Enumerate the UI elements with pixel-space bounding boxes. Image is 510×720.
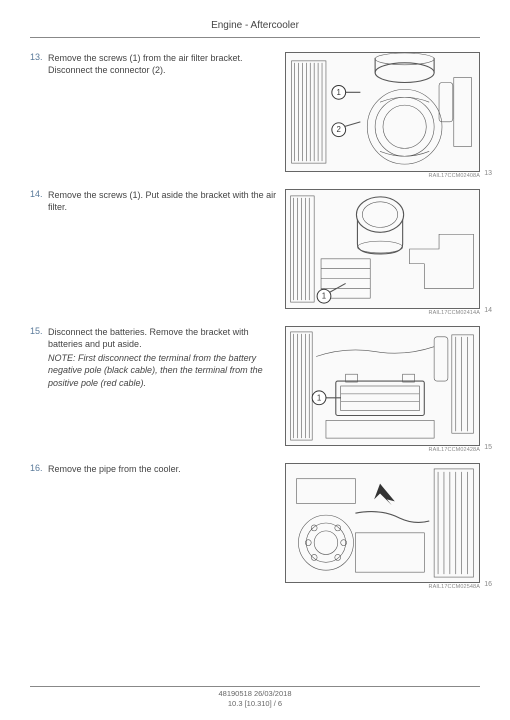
svg-text:1: 1: [317, 393, 321, 402]
step-text: Disconnect the batteries. Remove the bra…: [48, 326, 277, 350]
step-number: 14.: [30, 189, 48, 199]
figure-illustration: 1: [285, 326, 480, 446]
header-title: Engine - Aftercooler: [211, 20, 299, 31]
figure-illustration: 1 2: [285, 52, 480, 172]
step-figure: 1 2 RAIL17CCM02408A 13: [285, 52, 480, 179]
page-header: Engine - Aftercooler: [30, 20, 480, 38]
figure-illustration: 1: [285, 189, 480, 309]
step-text: Remove the pipe from the cooler.: [48, 463, 277, 475]
step-number: 13.: [30, 52, 48, 62]
figure-illustration: [285, 463, 480, 583]
footer-pagenum: 10.3 [10.310] / 6: [30, 699, 480, 708]
step-note: NOTE: First disconnect the terminal from…: [48, 352, 277, 388]
page-footer: 48190518 26/03/2018 10.3 [10.310] / 6: [30, 686, 480, 708]
step-figure: RAIL17CCM02548A 16: [285, 463, 480, 590]
figure-caption: RAIL17CCM02548A: [285, 584, 480, 590]
figure-caption: RAIL17CCM02428A: [285, 447, 480, 453]
step-13: 13. Remove the screws (1) from the air f…: [30, 52, 480, 179]
step-body: Remove the screws (1). Put aside the bra…: [48, 189, 285, 213]
svg-text:1: 1: [322, 292, 326, 301]
step-number: 16.: [30, 463, 48, 473]
svg-text:2: 2: [337, 125, 341, 134]
figure-caption: RAIL17CCM02408A: [285, 173, 480, 179]
step-body: Disconnect the batteries. Remove the bra…: [48, 326, 285, 389]
step-15: 15. Disconnect the batteries. Remove the…: [30, 326, 480, 453]
step-text: Remove the screws (1) from the air filte…: [48, 52, 277, 76]
step-number: 15.: [30, 326, 48, 336]
footer-docid: 48190518 26/03/2018: [30, 686, 480, 698]
figure-index: 15: [484, 444, 492, 451]
figure-caption: RAIL17CCM02414A: [285, 310, 480, 316]
step-body: Remove the pipe from the cooler.: [48, 463, 285, 475]
step-text: Remove the screws (1). Put aside the bra…: [48, 189, 277, 213]
figure-index: 16: [484, 581, 492, 588]
figure-index: 14: [484, 307, 492, 314]
step-body: Remove the screws (1) from the air filte…: [48, 52, 285, 76]
step-14: 14. Remove the screws (1). Put aside the…: [30, 189, 480, 316]
step-16: 16. Remove the pipe from the cooler.: [30, 463, 480, 590]
figure-index: 13: [484, 170, 492, 177]
svg-text:1: 1: [337, 88, 341, 97]
step-figure: 1 RAIL17CCM02428A 15: [285, 326, 480, 453]
step-figure: 1 RAIL17CCM02414A 14: [285, 189, 480, 316]
